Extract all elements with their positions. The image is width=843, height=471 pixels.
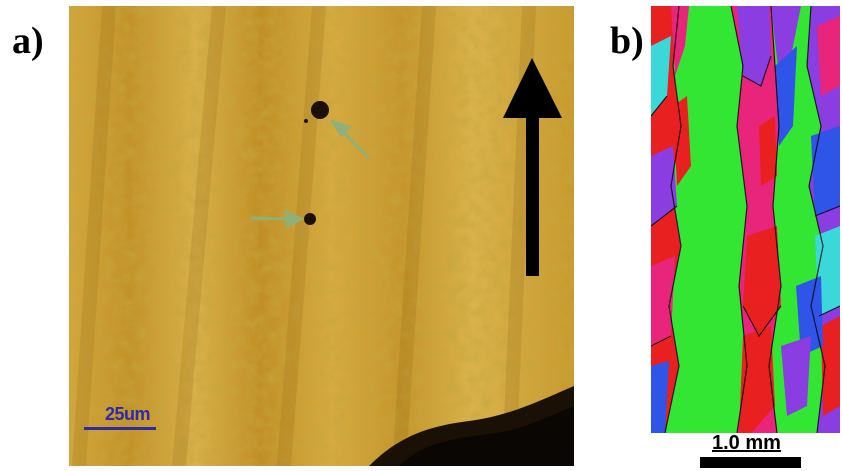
pore: [304, 213, 316, 225]
optical-micrograph: [69, 6, 574, 466]
micrograph-image: [69, 6, 574, 466]
scale-bar: [84, 427, 156, 430]
ebsd-map: [651, 6, 840, 433]
scale-bar-label: 1.0 mm: [712, 432, 781, 454]
scale-bar: [700, 457, 801, 468]
pore-pointer-arrow-icon: [329, 119, 371, 160]
panel-b-label: b): [610, 20, 644, 62]
build-direction-arrow-icon: [503, 58, 562, 276]
panel-a-label: a): [12, 20, 44, 62]
pore-pointer-arrow-icon: [250, 209, 305, 229]
pore: [311, 101, 329, 119]
ebsd-image: [651, 6, 840, 433]
scale-bar-label: 25um: [105, 404, 151, 424]
